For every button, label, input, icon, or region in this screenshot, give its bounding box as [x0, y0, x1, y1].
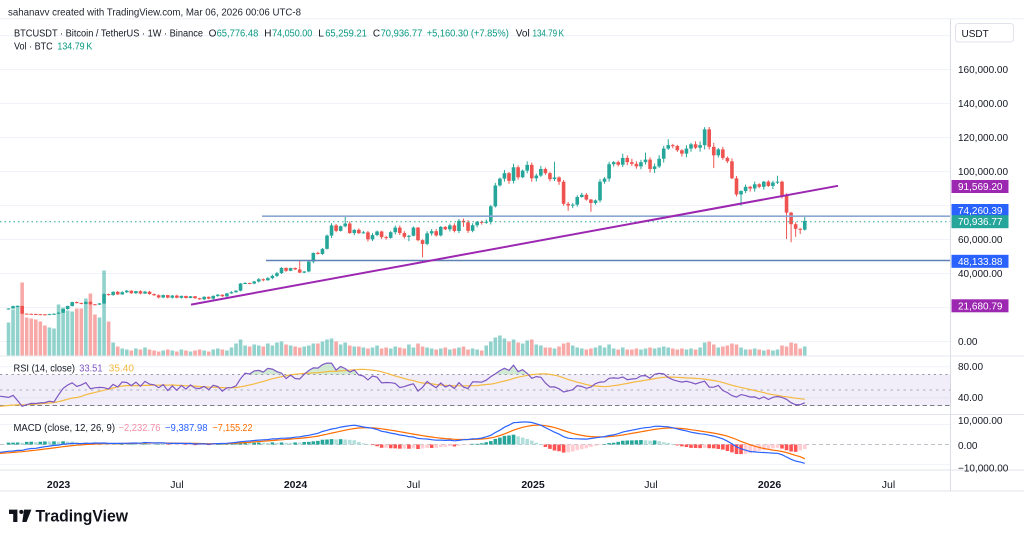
svg-text:Jul: Jul — [644, 479, 657, 491]
svg-text:Jul: Jul — [170, 479, 183, 491]
svg-text:10,000.00: 10,000.00 — [958, 416, 1003, 427]
svg-text:100,000.00: 100,000.00 — [958, 167, 1008, 178]
svg-text:0.00: 0.00 — [958, 441, 978, 452]
svg-text:2023: 2023 — [47, 479, 71, 491]
svg-text:70,936.77: 70,936.77 — [958, 217, 1003, 228]
svg-text:Jul: Jul — [882, 479, 895, 491]
svg-text:MACD (close, 12, 26, 9)−2,232.: MACD (close, 12, 26, 9) −2,232.76 −9,387.9… — [14, 423, 253, 434]
svg-text:160,000.00: 160,000.00 — [958, 65, 1008, 76]
svg-text:0.00: 0.00 — [958, 337, 978, 348]
svg-text:BTCUSDT · Bitcoin / TetherUS ·: BTCUSDT · Bitcoin / TetherUS · 1W · Bina… — [14, 29, 564, 40]
svg-text:21,680.79: 21,680.79 — [958, 301, 1003, 312]
svg-text:48,133.88: 48,133.88 — [958, 257, 1003, 268]
svg-text:80.00: 80.00 — [958, 362, 983, 373]
svg-text:120,000.00: 120,000.00 — [958, 133, 1008, 144]
svg-text:−10,000.00: −10,000.00 — [958, 464, 1009, 475]
svg-text:sahanavv created with TradingV: sahanavv created with TradingView.com, M… — [8, 8, 301, 19]
svg-text:91,569.20: 91,569.20 — [958, 182, 1003, 193]
svg-text:TradingView: TradingView — [36, 508, 129, 526]
svg-text:140,000.00: 140,000.00 — [958, 99, 1008, 110]
svg-text:74,260.39: 74,260.39 — [958, 206, 1003, 217]
svg-text:2026: 2026 — [758, 479, 782, 491]
svg-text:USDT: USDT — [962, 29, 989, 40]
svg-text:Jul: Jul — [407, 479, 420, 491]
svg-text:2025: 2025 — [521, 479, 545, 491]
svg-text:60,000.00: 60,000.00 — [958, 235, 1003, 246]
svg-text:40,000.00: 40,000.00 — [958, 269, 1003, 280]
svg-text:40.00: 40.00 — [958, 393, 983, 404]
svg-text:2024: 2024 — [284, 479, 308, 491]
